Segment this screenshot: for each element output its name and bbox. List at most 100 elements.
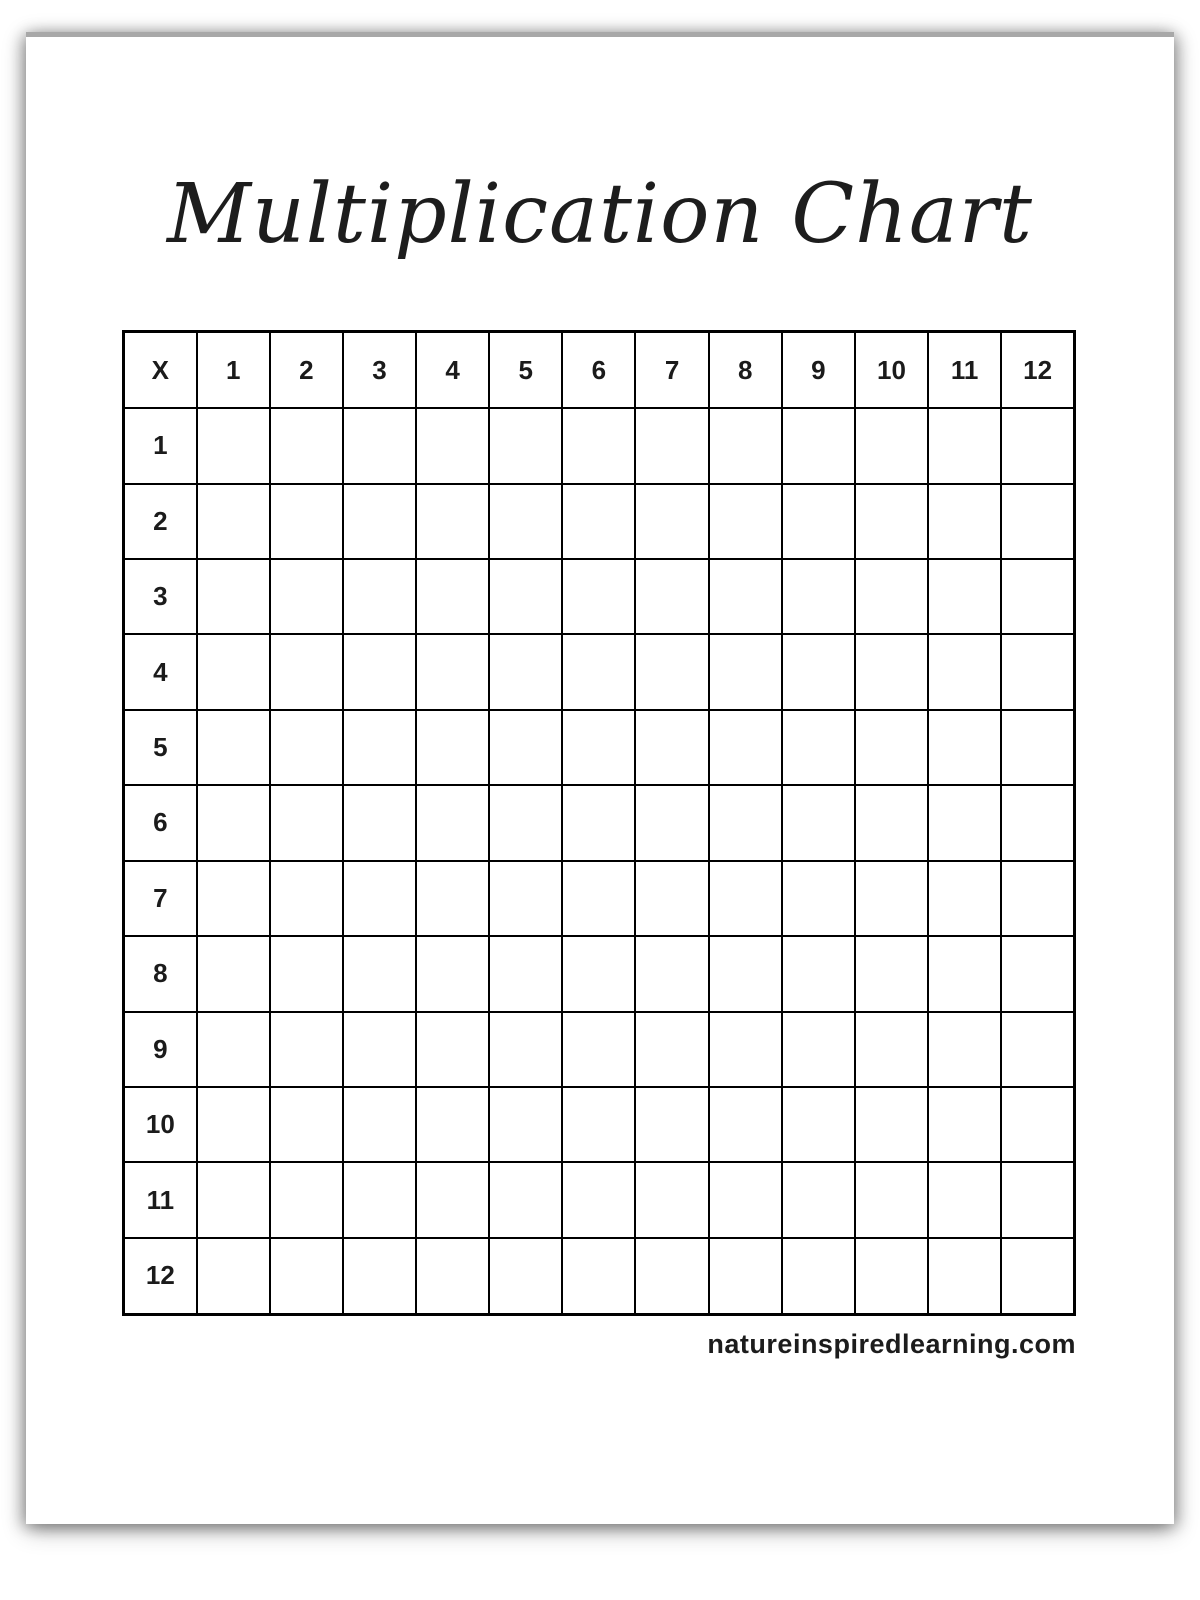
header-row: X 1 2 3 4 5 6 7 8 9 10 11 12: [122, 330, 1076, 410]
empty-cell: [927, 1161, 1003, 1239]
empty-cell: [561, 859, 637, 938]
table-row: 6: [122, 784, 1076, 862]
empty-cell: [268, 859, 344, 938]
empty-cell: [927, 1010, 1003, 1089]
empty-cell: [707, 708, 783, 787]
row-header-cell: 8: [122, 935, 198, 1013]
row-header-cell: 5: [122, 708, 198, 787]
empty-cell: [634, 1086, 710, 1164]
empty-cell: [488, 784, 564, 862]
empty-cell: [561, 784, 637, 862]
empty-cell: [488, 1086, 564, 1164]
col-header-cell: 7: [634, 330, 710, 410]
empty-cell: [780, 633, 856, 711]
empty-cell: [1000, 1010, 1076, 1089]
empty-cell: [561, 1010, 637, 1089]
col-header-cell: 9: [780, 330, 856, 410]
empty-cell: [1000, 557, 1076, 636]
empty-cell: [634, 935, 710, 1013]
table-row: 10: [122, 1086, 1076, 1164]
empty-cell: [195, 859, 271, 938]
empty-cell: [707, 1161, 783, 1239]
empty-cell: [853, 1010, 930, 1089]
empty-cell: [927, 482, 1003, 560]
empty-cell: [707, 482, 783, 560]
empty-cell: [561, 1236, 637, 1316]
empty-cell: [561, 708, 637, 787]
row-header-cell: 11: [122, 1161, 198, 1239]
empty-cell: [780, 482, 856, 560]
empty-cell: [780, 784, 856, 862]
empty-cell: [341, 708, 418, 787]
empty-cell: [415, 1161, 491, 1239]
empty-cell: [853, 708, 930, 787]
empty-cell: [1000, 633, 1076, 711]
grid-body: X 1 2 3 4 5 6 7 8 9 10 11 12 1 2 3 4 5 6 7 8 9 10 11 12: [122, 330, 1076, 1316]
row-header-cell: 9: [122, 1010, 198, 1089]
empty-cell: [561, 935, 637, 1013]
empty-cell: [268, 935, 344, 1013]
table-row: 3: [122, 557, 1076, 636]
empty-cell: [268, 482, 344, 560]
empty-cell: [561, 482, 637, 560]
empty-cell: [634, 407, 710, 485]
col-header-cell: 11: [927, 330, 1003, 410]
empty-cell: [268, 1086, 344, 1164]
empty-cell: [488, 708, 564, 787]
multiplication-table: X 1 2 3 4 5 6 7 8 9 10 11 12 1 2 3 4 5 6 7 8 9 10 11 12: [122, 330, 1076, 1316]
row-header-cell: 2: [122, 482, 198, 560]
empty-cell: [415, 859, 491, 938]
empty-cell: [195, 708, 271, 787]
empty-cell: [853, 859, 930, 938]
empty-cell: [634, 1161, 710, 1239]
empty-cell: [634, 482, 710, 560]
empty-cell: [1000, 482, 1076, 560]
empty-cell: [707, 1236, 783, 1316]
empty-cell: [415, 935, 491, 1013]
empty-cell: [415, 407, 491, 485]
empty-cell: [634, 557, 710, 636]
empty-cell: [195, 557, 271, 636]
empty-cell: [341, 1010, 418, 1089]
empty-cell: [707, 784, 783, 862]
empty-cell: [634, 633, 710, 711]
empty-cell: [780, 557, 856, 636]
empty-cell: [341, 935, 418, 1013]
empty-cell: [780, 708, 856, 787]
table-row: 2: [122, 482, 1076, 560]
empty-cell: [268, 784, 344, 862]
empty-cell: [1000, 1161, 1076, 1239]
row-header-cell: 3: [122, 557, 198, 636]
col-header-cell: 3: [341, 330, 418, 410]
empty-cell: [268, 557, 344, 636]
table-row: 1: [122, 407, 1076, 485]
empty-cell: [268, 1236, 344, 1316]
col-header-cell: 10: [853, 330, 930, 410]
empty-cell: [927, 1236, 1003, 1316]
empty-cell: [195, 1010, 271, 1089]
row-header-cell: 10: [122, 1086, 198, 1164]
empty-cell: [853, 1161, 930, 1239]
empty-cell: [195, 1236, 271, 1316]
empty-cell: [488, 482, 564, 560]
empty-cell: [780, 1086, 856, 1164]
row-header-cell: 4: [122, 633, 198, 711]
empty-cell: [707, 633, 783, 711]
empty-cell: [707, 557, 783, 636]
empty-cell: [634, 1236, 710, 1316]
col-header-cell: 8: [707, 330, 783, 410]
empty-cell: [268, 708, 344, 787]
empty-cell: [853, 784, 930, 862]
empty-cell: [634, 708, 710, 787]
empty-cell: [780, 1161, 856, 1239]
empty-cell: [488, 935, 564, 1013]
empty-cell: [415, 784, 491, 862]
empty-cell: [488, 1010, 564, 1089]
empty-cell: [268, 1010, 344, 1089]
empty-cell: [634, 784, 710, 862]
empty-cell: [634, 1010, 710, 1089]
col-header-cell: 5: [488, 330, 564, 410]
empty-cell: [561, 557, 637, 636]
table-row: 7: [122, 859, 1076, 938]
paper-sheet: Multiplication Chart X 1 2 3 4 5 6 7 8 9 10 11 12 1 2 3…: [26, 32, 1174, 1524]
